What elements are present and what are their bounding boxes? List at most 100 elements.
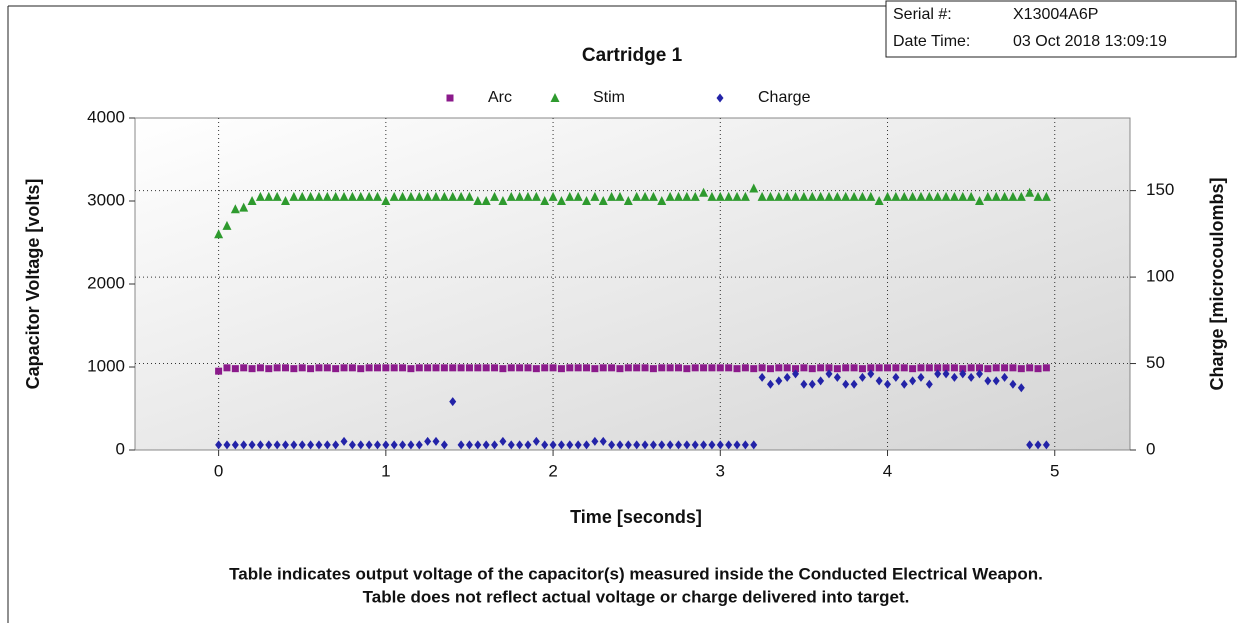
point: [381, 196, 391, 205]
point: [959, 365, 967, 373]
point: [557, 440, 565, 450]
point: [356, 191, 366, 201]
point: [783, 372, 791, 382]
point: [516, 364, 524, 372]
point: [1017, 365, 1025, 373]
point: [565, 191, 575, 201]
point: [440, 440, 448, 450]
point: [967, 372, 975, 382]
point: [532, 365, 540, 373]
point: [332, 365, 340, 373]
point: [524, 440, 532, 450]
point: [248, 440, 256, 450]
point: [331, 191, 341, 201]
point: [556, 196, 566, 205]
point: [507, 440, 515, 450]
point: [875, 364, 883, 372]
point: [683, 365, 691, 373]
point: [449, 364, 457, 372]
x-tick-label: 3: [716, 461, 725, 480]
point: [1041, 191, 1051, 201]
point: [507, 364, 515, 372]
point: [673, 191, 683, 201]
point: [230, 204, 240, 214]
point: [899, 191, 909, 201]
point: [666, 440, 674, 450]
point: [775, 376, 783, 386]
point: [941, 191, 951, 201]
point: [591, 436, 599, 446]
point: [665, 191, 675, 201]
point: [874, 196, 884, 205]
point: [916, 191, 926, 201]
y-tick-label: 2000: [87, 273, 125, 292]
point: [849, 191, 859, 201]
point: [924, 191, 934, 201]
point: [691, 364, 699, 372]
point: [399, 440, 407, 450]
legend-marker: [446, 94, 454, 102]
legend-marker: [716, 93, 724, 103]
y2-tick-label: 0: [1146, 439, 1155, 458]
point: [657, 196, 667, 205]
point: [933, 191, 943, 201]
point: [415, 440, 423, 450]
point: [541, 364, 549, 372]
point: [516, 440, 524, 450]
x-tick-label: 0: [214, 461, 223, 480]
legend-marker: [550, 93, 560, 102]
point: [541, 440, 549, 450]
y2-tick-label: 150: [1146, 180, 1174, 199]
point: [925, 364, 933, 372]
point: [891, 191, 901, 201]
point: [306, 191, 316, 201]
point: [240, 440, 248, 450]
point: [909, 365, 917, 373]
point: [448, 191, 458, 201]
point: [700, 364, 708, 372]
point: [457, 364, 465, 372]
point: [883, 191, 893, 201]
point: [523, 191, 533, 201]
point: [690, 191, 700, 201]
point: [456, 191, 466, 201]
point: [682, 191, 692, 201]
point: [892, 364, 900, 372]
point: [917, 372, 925, 382]
x-axis-label: Time [seconds]: [570, 507, 702, 527]
point: [917, 364, 925, 372]
point: [633, 364, 641, 372]
point: [482, 364, 490, 372]
point: [365, 440, 373, 450]
point: [1026, 440, 1034, 450]
point: [599, 436, 607, 446]
point: [833, 372, 841, 382]
y-tick-label: 0: [116, 439, 125, 458]
point: [992, 376, 1000, 386]
point: [800, 364, 808, 372]
point: [649, 440, 657, 450]
point: [658, 440, 666, 450]
point: [264, 191, 274, 201]
point: [474, 440, 482, 450]
point: [499, 436, 507, 446]
point: [750, 440, 758, 450]
point: [966, 191, 976, 201]
point: [498, 196, 508, 205]
point: [432, 436, 440, 446]
point: [1033, 191, 1043, 201]
point: [615, 191, 625, 201]
point: [265, 365, 273, 373]
point: [765, 191, 775, 201]
point: [624, 364, 632, 372]
point: [867, 369, 875, 379]
point: [223, 440, 231, 450]
point: [833, 365, 841, 373]
point: [950, 364, 958, 372]
point: [949, 191, 959, 201]
point: [958, 191, 968, 201]
point: [666, 364, 674, 372]
point: [1000, 191, 1010, 201]
point: [850, 364, 858, 372]
point: [340, 436, 348, 446]
